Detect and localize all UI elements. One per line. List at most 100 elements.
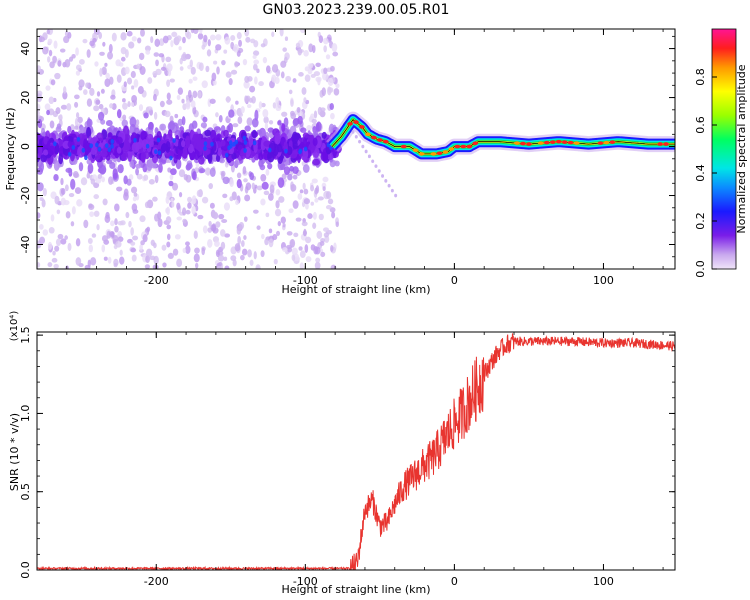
- noise-blob: [287, 173, 293, 181]
- noise-speckle: [286, 231, 293, 236]
- signal-peak: [243, 140, 248, 145]
- ridge-hot-spot: [359, 125, 365, 129]
- noise-speckle: [143, 174, 149, 181]
- noise-speckle: [51, 257, 58, 263]
- ridge-hot-spot: [663, 142, 669, 146]
- noise-speckle: [75, 238, 81, 247]
- noise-speckle: [192, 90, 198, 99]
- noise-blob: [222, 176, 230, 185]
- noise-speckle: [303, 50, 309, 57]
- noise-speckle: [299, 110, 303, 116]
- ridge-hot-spot: [466, 144, 473, 149]
- ridge-streak: [377, 169, 381, 173]
- noise-blob: [227, 122, 233, 133]
- spectrogram-x-label: Height of straight line (km): [281, 283, 430, 296]
- noise-speckle: [238, 112, 244, 117]
- ridge-hot-spot: [448, 147, 455, 151]
- noise-speckle: [96, 223, 100, 231]
- noise-speckle: [54, 245, 60, 252]
- noise-speckle: [93, 182, 100, 189]
- noise-speckle: [47, 38, 53, 45]
- signal-peak: [53, 141, 57, 147]
- noise-speckle: [256, 68, 260, 74]
- noise-speckle: [306, 125, 312, 132]
- signal-blob: [43, 135, 48, 145]
- noise-speckle: [301, 221, 308, 227]
- noise-speckle: [275, 230, 281, 237]
- noise-speckle: [260, 198, 266, 206]
- noise-speckle: [297, 47, 303, 56]
- noise-speckle: [265, 168, 270, 176]
- noise-speckle: [131, 254, 137, 262]
- ridge-hot-spot: [603, 140, 610, 145]
- noise-speckle: [317, 77, 321, 86]
- noise-blob: [87, 163, 94, 174]
- signal-peak: [95, 142, 99, 148]
- signal-peak: [107, 147, 112, 153]
- noise-speckle: [57, 60, 62, 67]
- noise-speckle: [330, 245, 334, 253]
- noise-speckle: [301, 87, 307, 95]
- signal-blob: [312, 158, 321, 166]
- signal-peak: [268, 147, 272, 153]
- spectrogram-x-ticks: -200 -100 0 100: [36, 29, 664, 287]
- noise-speckle: [60, 238, 67, 245]
- ridge-streak: [390, 188, 394, 193]
- ridge-hot-spot: [567, 140, 574, 145]
- signal-blob: [217, 147, 222, 157]
- noise-speckle: [126, 77, 133, 85]
- noise-speckle: [258, 81, 264, 87]
- noise-speckle: [234, 61, 239, 68]
- noise-speckle: [123, 81, 127, 88]
- noise-speckle: [102, 198, 108, 206]
- noise-speckle: [313, 71, 321, 77]
- noise-speckle: [94, 61, 99, 67]
- noise-speckle: [252, 54, 257, 59]
- noise-speckle: [42, 188, 47, 197]
- signal-blob: [127, 149, 133, 162]
- noise-speckle: [67, 242, 72, 252]
- noise-speckle: [215, 44, 222, 51]
- colorbar-gradient: [711, 28, 737, 270]
- noise-speckle: [114, 225, 119, 233]
- ridge-hot-spot: [597, 141, 604, 145]
- snr-series-line: [37, 333, 675, 570]
- snr-y-ticks: 0.0 0.5 1.0 1.5: [19, 326, 675, 579]
- y-tick-label: -40: [19, 236, 32, 254]
- signal-blob: [215, 154, 221, 163]
- noise-speckle: [49, 61, 55, 69]
- signal-peak: [227, 145, 231, 151]
- noise-speckle: [318, 35, 324, 44]
- noise-speckle: [122, 98, 126, 103]
- noise-speckle: [58, 114, 63, 121]
- noise-speckle: [210, 224, 216, 232]
- noise-speckle: [331, 211, 336, 219]
- noise-speckle: [37, 212, 41, 219]
- noise-speckle: [304, 74, 311, 82]
- signal-peak: [303, 146, 308, 152]
- noise-speckle: [122, 102, 128, 110]
- noise-speckle: [64, 235, 68, 240]
- noise-speckle: [282, 47, 287, 52]
- signal-blob: [194, 139, 202, 150]
- noise-speckle: [319, 240, 325, 246]
- noise-speckle: [148, 179, 155, 185]
- noise-speckle: [131, 36, 137, 42]
- noise-speckle: [192, 76, 198, 81]
- snr-y-multiplier: (x10⁴): [9, 311, 20, 342]
- noise-speckle: [107, 256, 112, 264]
- noise-speckle: [327, 198, 334, 205]
- noise-speckle: [208, 220, 212, 227]
- noise-speckle: [53, 263, 59, 269]
- noise-speckle: [202, 225, 208, 234]
- noise-speckle: [230, 35, 236, 41]
- noise-blob: [67, 125, 72, 134]
- noise-speckle: [115, 240, 122, 248]
- noise-speckle: [47, 241, 53, 250]
- noise-speckle: [315, 62, 321, 68]
- noise-speckle: [323, 67, 328, 75]
- ridge-hot-spot: [442, 150, 449, 154]
- noise-speckle: [63, 86, 67, 94]
- noise-speckle: [48, 49, 53, 57]
- signal-blob: [302, 132, 309, 139]
